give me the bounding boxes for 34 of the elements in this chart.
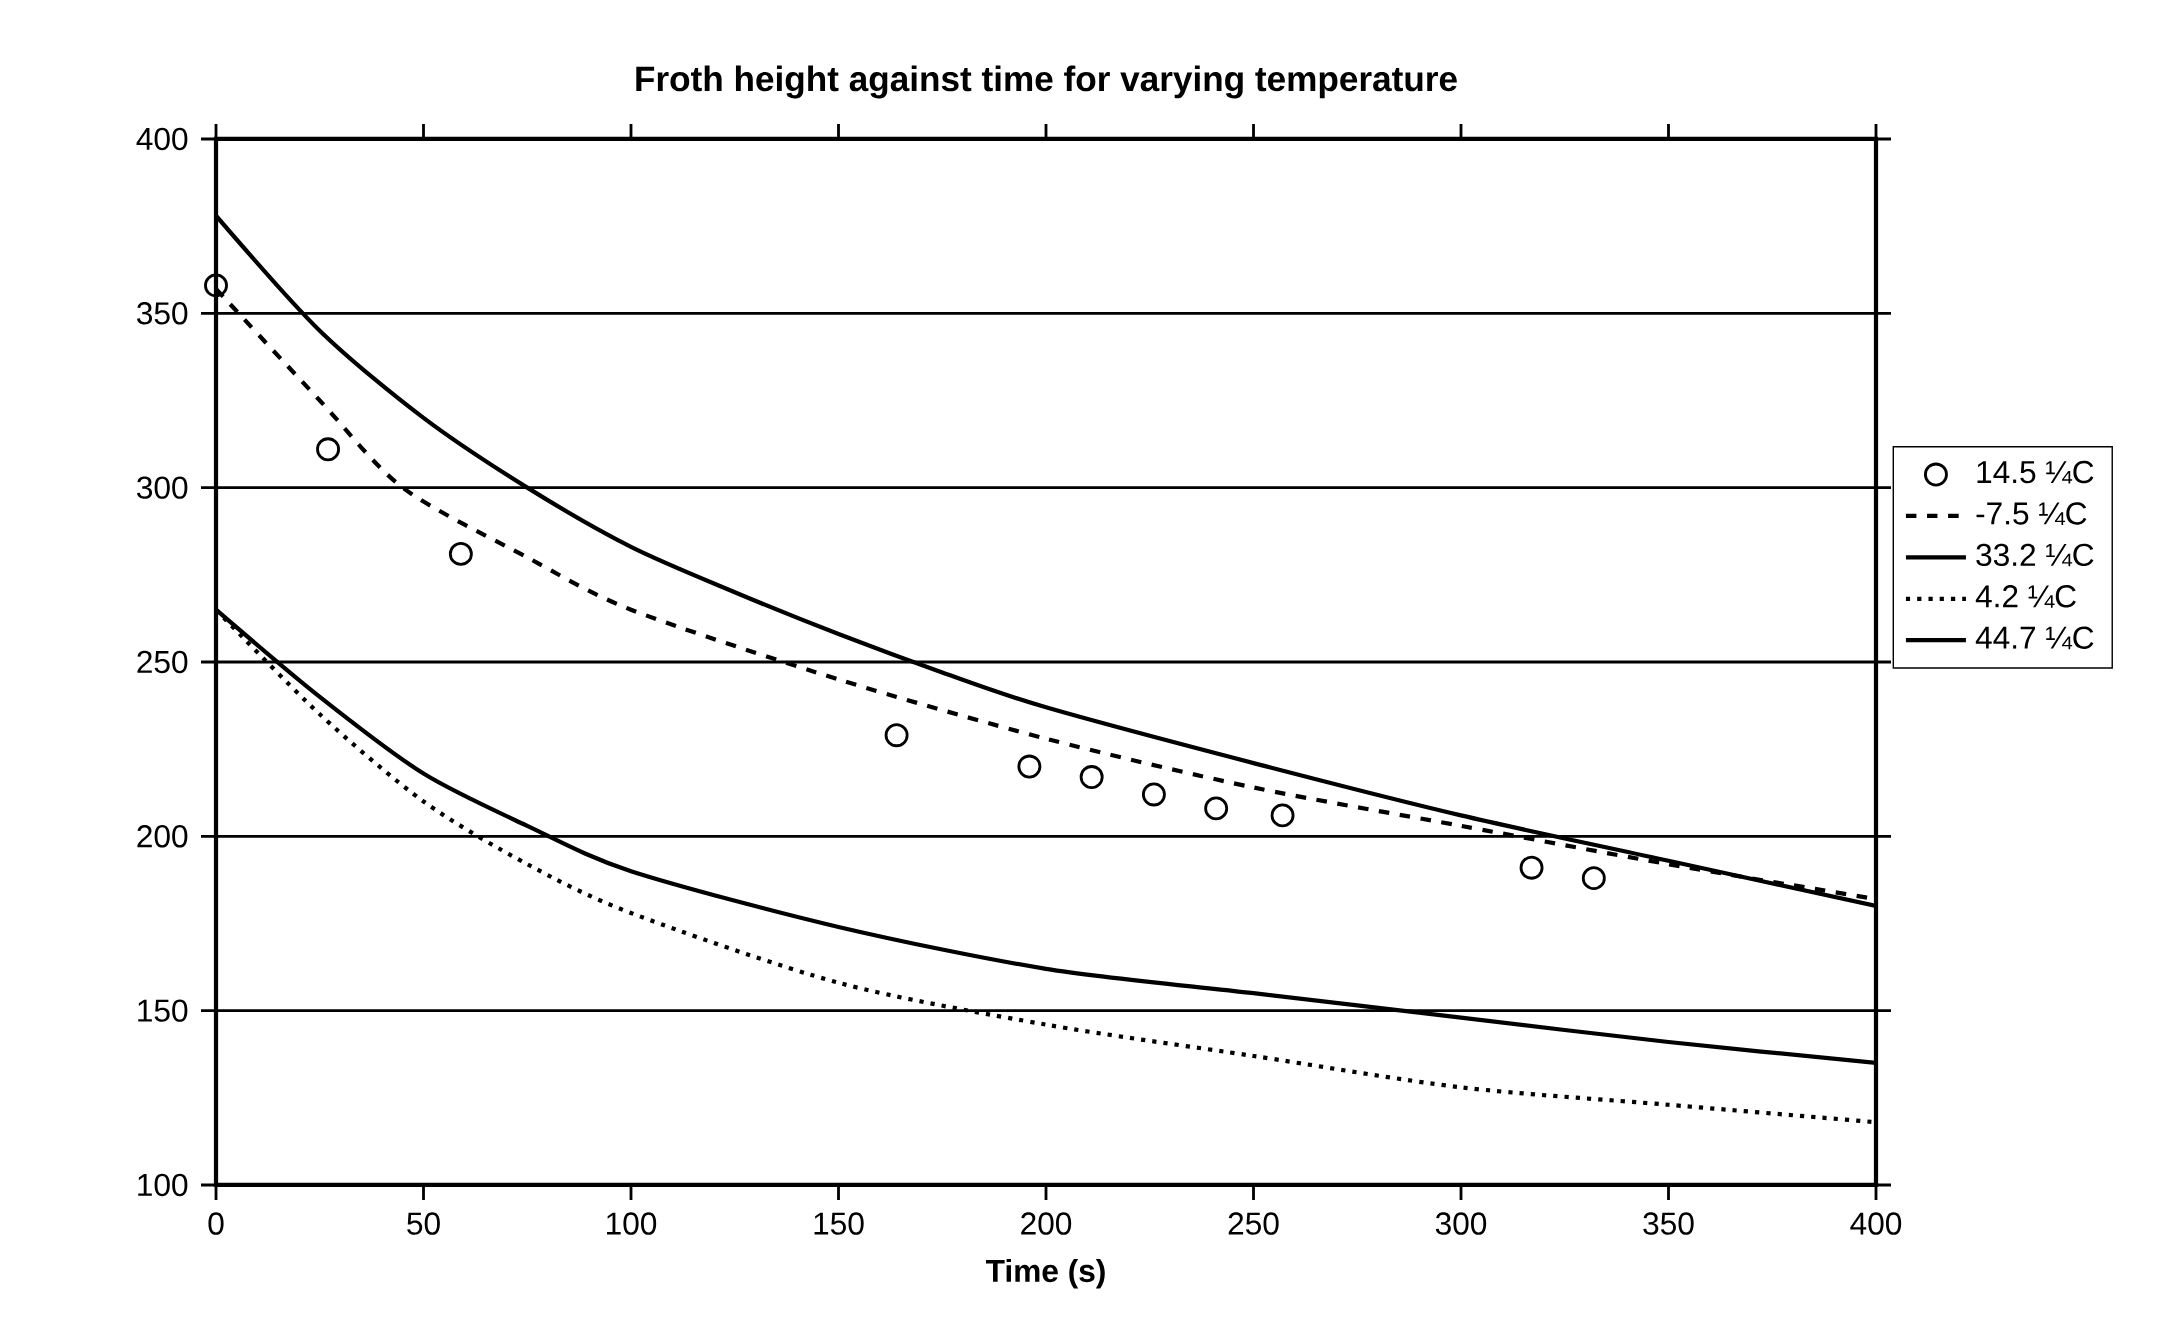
x-tick-label: 300: [1435, 1212, 1487, 1235]
point: [1017, 754, 1042, 779]
x-tick-label: 400: [1850, 1212, 1902, 1235]
point: [1079, 765, 1104, 789]
point: [884, 723, 909, 748]
x-tick-label: 350: [1643, 1212, 1694, 1235]
point: [1519, 855, 1544, 880]
x-tick-label: 150: [814, 1212, 864, 1235]
point: [1141, 782, 1166, 807]
chart-title: Froth height against time for varying temperature: [636, 65, 1457, 99]
y-tick-label: 400: [136, 127, 188, 151]
y-tick-label: 350: [137, 302, 188, 325]
x-tick-label: 200: [1021, 1212, 1072, 1235]
x-tick-label: 0: [208, 1212, 224, 1235]
point: [1270, 803, 1295, 828]
legend-label: 33.2 ¼C: [1976, 543, 2094, 567]
y-tick-label: 100: [138, 1173, 188, 1197]
y-tick-label: 200: [137, 825, 188, 848]
x-axis-title: Time (s): [985, 1258, 1105, 1289]
legend-label: 4.2 ¼C: [1975, 585, 2076, 608]
y-tick-label: 300: [137, 476, 188, 499]
x-tick-label: 50: [407, 1212, 440, 1235]
y-tick-label: 250: [137, 650, 188, 674]
legend-label: -7.5 ¼C: [1976, 502, 2087, 525]
legend-label: 44.7 ¼C: [1975, 626, 2094, 650]
point: [204, 273, 228, 298]
point: [1581, 866, 1606, 891]
point: [448, 541, 473, 566]
legend-label: 14.5 ¼C: [1977, 460, 2094, 484]
x-tick-label: 100: [607, 1212, 657, 1235]
y-tick-label: 150: [138, 999, 188, 1022]
point: [1204, 796, 1229, 821]
point: [316, 437, 341, 462]
x-tick-label: 250: [1228, 1212, 1279, 1235]
